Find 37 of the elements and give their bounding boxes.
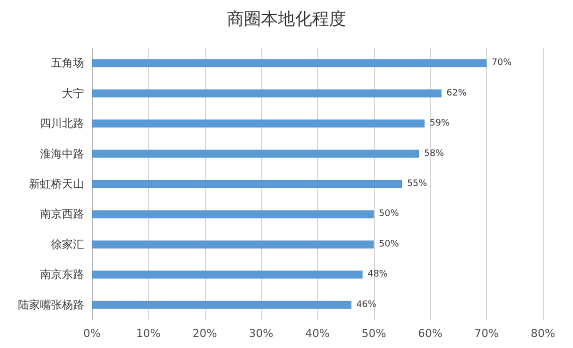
bar <box>92 89 442 98</box>
bar <box>92 210 374 218</box>
x-tick-label: 50% <box>362 327 386 340</box>
data-label: 70% <box>492 58 512 68</box>
data-label: 46% <box>356 300 377 310</box>
data-label: 62% <box>446 88 467 98</box>
x-tick-label: 0% <box>83 327 101 340</box>
bar <box>92 59 487 68</box>
data-label: 59% <box>430 118 450 129</box>
bar <box>92 300 352 309</box>
x-tick-label: 60% <box>418 327 442 340</box>
bar <box>92 270 363 279</box>
data-label: 50% <box>378 209 400 220</box>
y-tick-label: 南京西路 <box>40 208 84 221</box>
y-tick-label: 淮海中路 <box>40 147 84 160</box>
bar <box>92 150 419 158</box>
bar <box>92 120 425 128</box>
y-tick-label: 五角场 <box>51 56 84 70</box>
y-tick-label: 陆家嘴张杨路 <box>18 298 84 312</box>
bar <box>92 180 402 188</box>
data-label: 48% <box>368 270 388 280</box>
x-tick-label: 40% <box>305 327 330 340</box>
y-tick-label: 四川北路 <box>40 117 84 130</box>
x-tick-label: 80% <box>530 327 556 340</box>
y-tick-label: 徐家汇 <box>51 238 84 251</box>
data-label: 55% <box>407 179 428 189</box>
y-tick-label: 大宁 <box>62 86 84 100</box>
x-tick-label: 70% <box>474 327 499 340</box>
y-tick-label: 南京东路 <box>40 268 84 282</box>
x-tick-label: 30% <box>248 327 274 340</box>
x-tick-label: 20% <box>192 327 217 340</box>
data-label: 50% <box>378 239 400 250</box>
bar <box>92 240 374 248</box>
x-tick-label: 10% <box>136 327 161 340</box>
chart-title: 商圈本地化程度 <box>227 10 346 30</box>
y-tick-label: 新虹桥天山 <box>29 178 84 190</box>
data-label: 58% <box>424 148 444 159</box>
